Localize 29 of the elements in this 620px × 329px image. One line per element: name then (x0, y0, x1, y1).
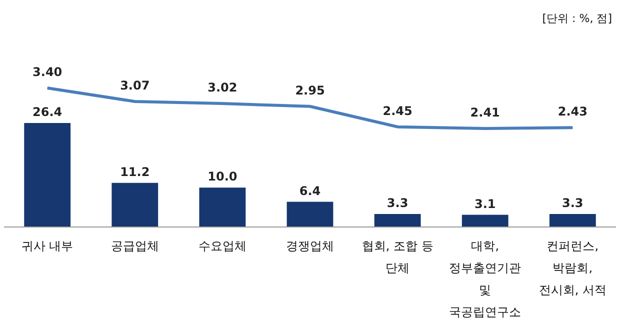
data-label: 3.07 (120, 78, 150, 92)
data-label: 2.45 (382, 104, 412, 118)
x-tick-label: 공급업체 (110, 239, 159, 253)
data-label: 2.95 (295, 83, 325, 98)
x-tick-label: 귀사 내부 (21, 239, 74, 253)
bar (549, 214, 596, 227)
data-label: 3.40 (32, 65, 62, 79)
bar (24, 123, 71, 227)
bar (374, 214, 421, 227)
x-tick-label: 대학, 정부출연기관 및 국공립연구소 (449, 239, 522, 319)
data-label: 11.2 (120, 164, 150, 179)
bar (199, 188, 246, 227)
x-tick-label: 수요업체 (198, 239, 246, 253)
data-label: 3.3 (562, 196, 584, 210)
bar (112, 182, 158, 227)
data-label: 26.4 (32, 105, 62, 119)
data-label: 2.43 (558, 104, 588, 119)
x-tick-label: 경쟁업체 (286, 239, 334, 253)
bar (286, 202, 334, 227)
data-label: 6.4 (299, 184, 321, 198)
data-label: 3.3 (386, 196, 408, 210)
data-label: 3.1 (474, 196, 496, 211)
bar (462, 214, 508, 227)
x-tick-label: 협회, 조합 등 단체 (362, 239, 434, 275)
data-label: 2.41 (470, 105, 500, 120)
data-label: 10.0 (208, 170, 238, 184)
text: [단위 : %, 점] (542, 12, 612, 25)
x-tick-label: 컨퍼런스, 박람회, 전시회, 서적 (538, 239, 606, 297)
data-label: 3.02 (208, 80, 238, 95)
